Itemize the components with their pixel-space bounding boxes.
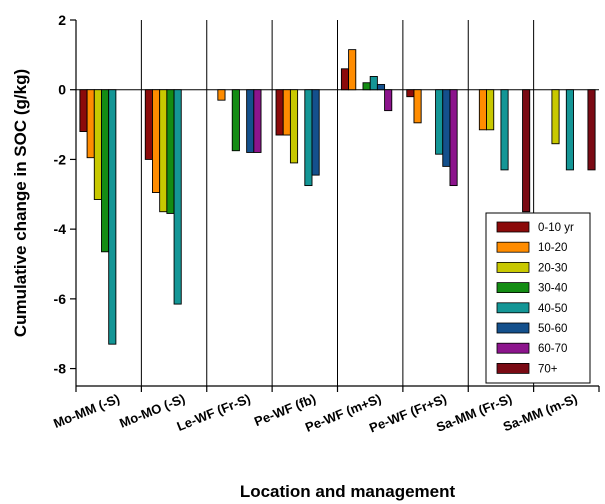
bar bbox=[217, 89, 226, 101]
legend-swatch bbox=[496, 302, 530, 314]
bar bbox=[93, 89, 102, 200]
y-tick-label: 0 bbox=[58, 82, 66, 98]
legend-swatch bbox=[496, 221, 530, 233]
legend-label: 60-70 bbox=[538, 343, 567, 355]
bar bbox=[275, 89, 284, 136]
bar bbox=[522, 89, 531, 213]
x-category-label: Mo-MM (-S) bbox=[51, 391, 122, 431]
y-tick-label: -8 bbox=[54, 361, 67, 377]
bar bbox=[79, 89, 88, 132]
bar bbox=[435, 89, 444, 155]
bar bbox=[362, 82, 371, 91]
bar bbox=[413, 89, 422, 124]
x-category-label: Le-WF (Fr-S) bbox=[175, 391, 253, 434]
y-tick-label: 2 bbox=[58, 12, 66, 28]
bar bbox=[565, 89, 574, 171]
bar bbox=[348, 49, 357, 91]
bar bbox=[340, 68, 350, 91]
legend-label: 50-60 bbox=[538, 323, 567, 335]
legend-label: 30-40 bbox=[538, 283, 567, 295]
legend-swatch bbox=[496, 261, 530, 273]
legend-label: 70+ bbox=[538, 363, 558, 375]
bar bbox=[311, 89, 320, 176]
bar bbox=[144, 89, 153, 160]
bar bbox=[86, 89, 95, 159]
legend-label: 10-20 bbox=[538, 242, 567, 254]
bar bbox=[166, 89, 175, 214]
y-tick-label: -6 bbox=[54, 291, 67, 307]
legend-swatch bbox=[496, 241, 530, 253]
legend: 0-10 yr 10-20 20-30 30-40 40-50 50-60 60-70 70+ bbox=[485, 212, 591, 384]
legend-swatch bbox=[496, 322, 530, 334]
bar bbox=[108, 89, 117, 345]
x-category-label: Sa-MM (m-S) bbox=[501, 391, 580, 434]
bar bbox=[159, 89, 168, 213]
category-dividers bbox=[140, 20, 535, 386]
bar bbox=[384, 89, 393, 112]
bar bbox=[304, 89, 313, 187]
bar bbox=[253, 89, 262, 153]
bar bbox=[551, 89, 560, 145]
bar bbox=[376, 84, 386, 91]
x-category-label: Sa-MM (Fr-S) bbox=[434, 391, 514, 435]
bar bbox=[442, 89, 451, 167]
legend-swatch bbox=[496, 282, 530, 294]
y-axis: 2 0 -2 -4 -6 -8 bbox=[54, 12, 76, 377]
bar bbox=[486, 89, 495, 131]
legend-swatch bbox=[496, 342, 530, 354]
bar bbox=[478, 89, 487, 131]
bar bbox=[173, 89, 182, 305]
y-axis-title: Cumulative change in SOC (g/kg) bbox=[11, 69, 30, 337]
bar bbox=[500, 89, 509, 171]
bar bbox=[231, 89, 240, 152]
legend-label: 20-30 bbox=[538, 262, 567, 274]
bar bbox=[369, 76, 378, 91]
y-tick-label: -2 bbox=[54, 151, 67, 167]
bar bbox=[282, 89, 291, 136]
bar bbox=[449, 89, 458, 187]
legend-label: 40-50 bbox=[538, 303, 567, 315]
y-tick-label: -4 bbox=[54, 221, 67, 237]
bar bbox=[289, 89, 299, 164]
bar bbox=[152, 89, 161, 193]
bar bbox=[406, 89, 415, 98]
legend-box bbox=[485, 212, 591, 384]
legend-swatch bbox=[496, 362, 530, 374]
bar bbox=[587, 89, 596, 171]
x-axis-title: Location and management bbox=[240, 482, 456, 501]
x-axis: Mo-MM (-S)Mo-MO (-S)Le-WF (Fr-S) Pe-WF (f… bbox=[51, 386, 600, 435]
bar bbox=[246, 89, 255, 153]
bar bbox=[101, 89, 110, 253]
bars bbox=[79, 49, 596, 345]
legend-label: 0-10 yr bbox=[538, 222, 574, 234]
